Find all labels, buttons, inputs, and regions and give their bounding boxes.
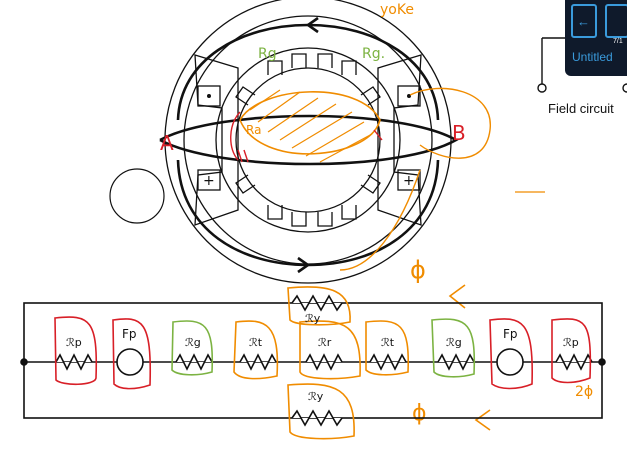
orange-hatching xyxy=(239,87,545,271)
resistor-tooth-left xyxy=(239,353,277,371)
red-arc-right xyxy=(373,129,383,141)
label-yoke-top: ℛy xyxy=(305,312,321,325)
pointer-circle xyxy=(109,168,165,224)
node-left xyxy=(20,358,28,366)
coil-bottom-left xyxy=(197,169,221,191)
field-circuit-label: Field circuit xyxy=(548,101,614,116)
flux-arrow-bottom xyxy=(297,256,311,274)
document-icon-secondary[interactable] xyxy=(605,4,627,38)
highlight-yoke-top xyxy=(287,286,351,326)
coil-top-right xyxy=(397,85,421,107)
resistor-gap-right xyxy=(437,353,475,371)
coil-top-left xyxy=(197,85,221,107)
resistor-rotor xyxy=(305,353,343,371)
label-airgap-right: Rg. xyxy=(362,46,385,62)
highlight-pole-left xyxy=(54,316,98,386)
label-pole-b: B xyxy=(452,121,466,145)
label-yoke: yoKe xyxy=(380,2,414,18)
orange-arrow-bottom xyxy=(474,409,491,431)
flux-arrow-top xyxy=(305,16,319,34)
resistor-yoke-bottom xyxy=(291,409,343,427)
field-circuit-sketch xyxy=(537,37,627,93)
highlight-rotor xyxy=(299,320,361,380)
resistor-pole-right xyxy=(555,353,593,371)
resistor-tooth-right xyxy=(369,353,407,371)
yoke-outer-ring xyxy=(164,0,452,284)
flux-symbol-bottom: ϕ xyxy=(412,401,427,426)
mmf-source-left xyxy=(116,348,144,376)
rotor-body xyxy=(235,67,381,213)
flux-paths xyxy=(159,16,459,274)
label-pole-right: ℛp xyxy=(563,336,579,349)
flux-path-through-rotor xyxy=(159,114,459,166)
label-tooth-left: ℛt xyxy=(249,336,263,349)
coil-bottom-right xyxy=(397,169,421,191)
label-pole-a: A xyxy=(160,131,174,155)
document-title: Untitled xyxy=(572,50,613,64)
orange-loop-right xyxy=(409,87,491,159)
highlight-mmf-right xyxy=(489,318,533,390)
label-gap-left: ℛg xyxy=(185,336,201,349)
mmf-source-right xyxy=(496,348,524,376)
label-mmf-right: Fp xyxy=(503,327,518,341)
highlight-yoke-bottom xyxy=(287,383,355,440)
label-mmf-left: Fp xyxy=(122,327,137,341)
node-right xyxy=(598,358,606,366)
magnetic-circuit xyxy=(20,294,606,427)
orange-arrow-top xyxy=(448,284,466,309)
resistor-gap-left xyxy=(175,353,213,371)
coil-plus-right: + xyxy=(403,173,415,189)
circuit-highlights xyxy=(54,286,592,440)
highlight-tooth-right xyxy=(365,320,410,376)
label-armature: Ra xyxy=(246,123,261,137)
highlight-gap-left xyxy=(171,320,214,376)
rotor-slots xyxy=(235,53,381,227)
label-yoke-bottom: ℛy xyxy=(308,390,324,403)
coil-dot-left xyxy=(207,94,211,98)
red-arc-left xyxy=(230,111,241,161)
resistor-yoke-top xyxy=(291,294,343,312)
orange-flux-right xyxy=(339,169,421,271)
label-tooth-right: ℛt xyxy=(381,336,395,349)
label-pole-left: ℛp xyxy=(66,336,82,349)
red-tick-left xyxy=(237,149,249,163)
red-annotations xyxy=(230,111,383,163)
orange-outline-rotor xyxy=(239,91,381,155)
double-flux-label: 2ϕ xyxy=(575,384,593,400)
page-indicator: 7/1 xyxy=(613,38,623,45)
highlight-pole-right xyxy=(551,318,592,384)
label-rotor: ℛr xyxy=(318,336,332,349)
highlight-mmf-left xyxy=(112,318,152,390)
label-airgap-left: Rg xyxy=(258,46,277,62)
coil-plus-left: + xyxy=(203,173,215,189)
dc-machine-cross-section xyxy=(164,0,452,284)
label-gap-right: ℛg xyxy=(446,336,462,349)
flux-symbol-top: ϕ xyxy=(410,256,426,284)
highlight-tooth-left xyxy=(233,320,279,380)
thumbnail-tile[interactable]: ← 7/1 Untitled xyxy=(565,0,627,76)
resistor-pole-left xyxy=(55,353,93,371)
highlight-gap-right xyxy=(431,318,476,378)
stator-bore xyxy=(215,47,401,233)
back-arrow-icon: ← xyxy=(577,14,590,29)
document-icon[interactable]: ← xyxy=(571,4,597,38)
